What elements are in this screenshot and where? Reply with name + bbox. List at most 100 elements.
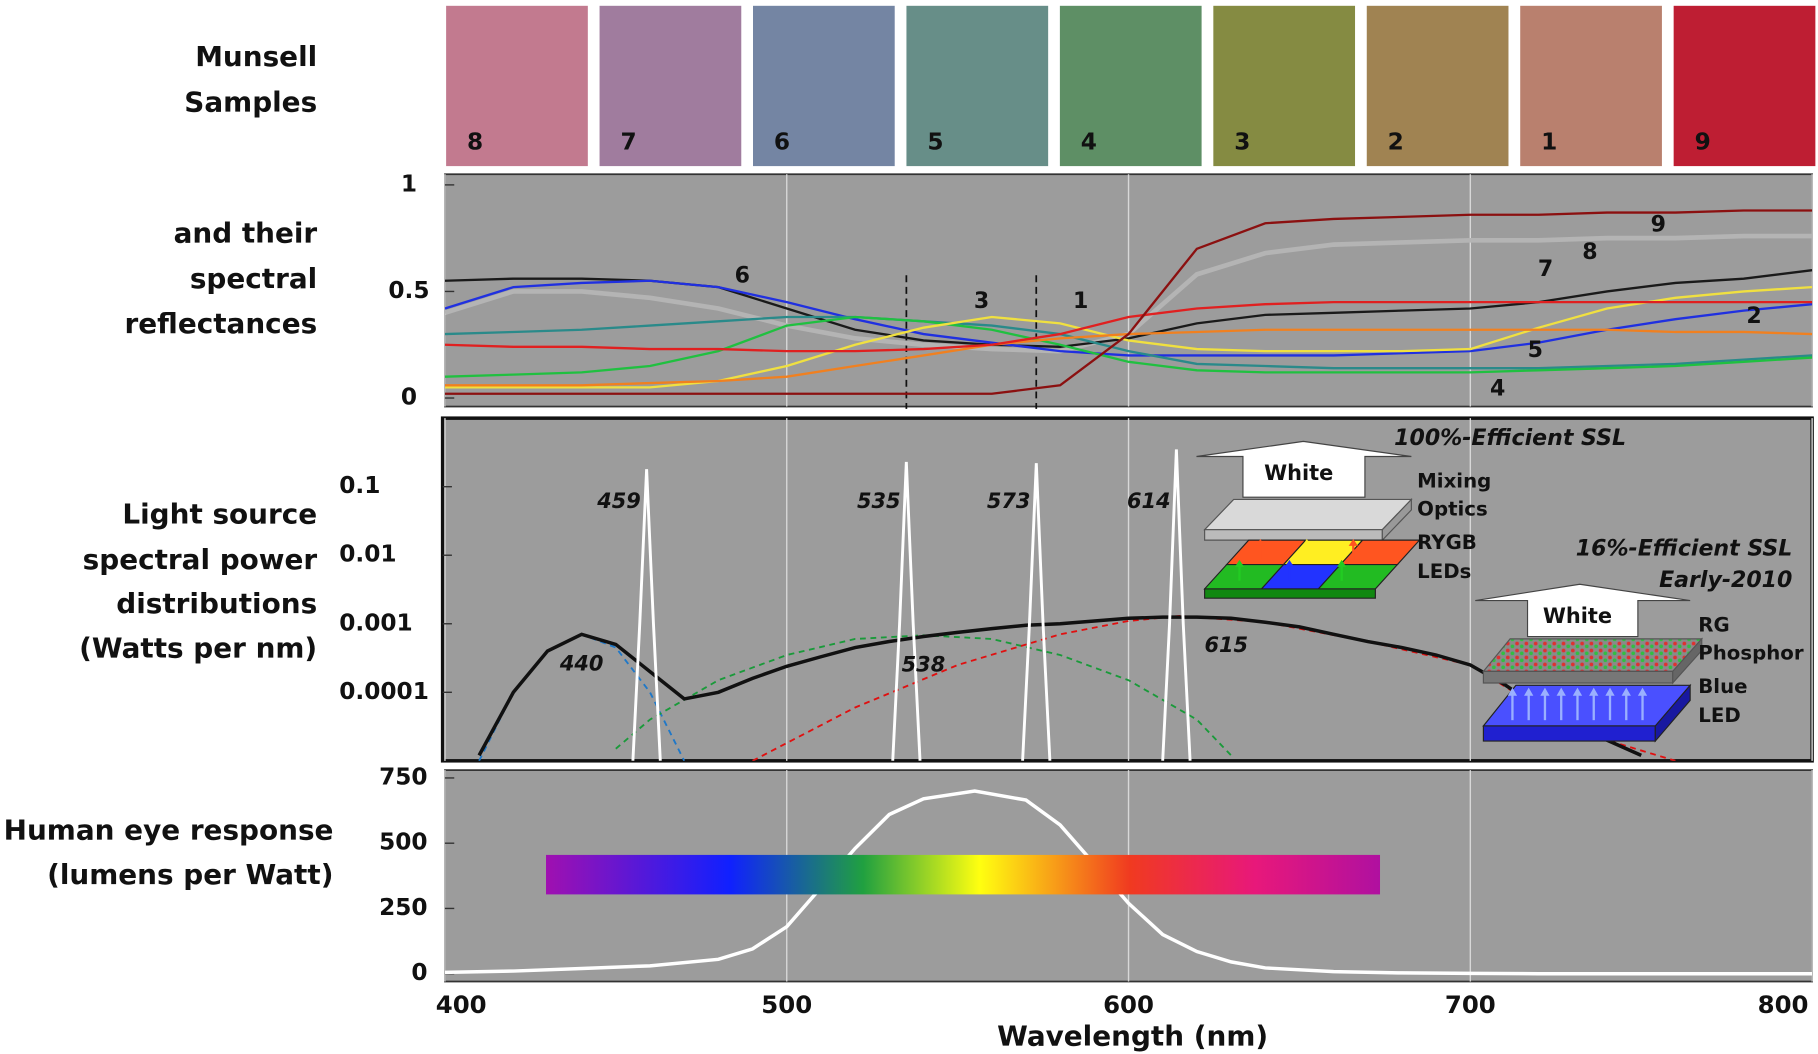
led-arrow-head bbox=[1337, 559, 1347, 567]
x-tick-label: 800 bbox=[1758, 990, 1809, 1019]
diagram-label: 100%-Efficient SSL bbox=[1394, 426, 1626, 451]
diagram-label: LEDs bbox=[1417, 560, 1471, 583]
blue-led-arrow-head bbox=[1605, 687, 1615, 696]
blue-led-arrow-head bbox=[1524, 687, 1534, 696]
spd-line bbox=[1021, 463, 1052, 761]
swatch-label: 5 bbox=[927, 128, 943, 155]
peak-label: 459 bbox=[596, 489, 641, 513]
blue-led-side bbox=[1654, 683, 1691, 743]
blue-led-arrow-head bbox=[1556, 687, 1566, 696]
panel-label: (Watts per nm) bbox=[79, 631, 317, 664]
y-tick-label: 750 bbox=[379, 763, 427, 790]
y-tick-label: 0.01 bbox=[339, 541, 396, 568]
white-arrow bbox=[1475, 583, 1691, 638]
munsell-swatch bbox=[1213, 5, 1356, 167]
curve-label: 8 bbox=[1582, 240, 1597, 265]
panel-label: spectral bbox=[190, 262, 317, 295]
peak-label: 538 bbox=[902, 652, 946, 676]
y-tick-label: 0.001 bbox=[339, 609, 412, 636]
y-tick-label: 500 bbox=[379, 829, 427, 856]
panel-label: and their bbox=[174, 217, 318, 250]
swatch-label: 4 bbox=[1081, 128, 1097, 155]
diagram-label: Optics bbox=[1417, 497, 1488, 520]
swatch-label: 2 bbox=[1388, 128, 1404, 155]
curve-label: 6 bbox=[735, 264, 750, 289]
reflectance-line bbox=[444, 315, 1813, 378]
diagram-label: Mixing bbox=[1417, 470, 1491, 493]
diagram-label: Blue bbox=[1698, 675, 1747, 698]
led-arrow-head bbox=[1302, 538, 1312, 546]
eye-response-line bbox=[444, 789, 1813, 976]
munsell-swatch bbox=[1520, 5, 1662, 167]
led-arrow-head bbox=[1234, 559, 1245, 567]
y-tick-label: 0.1 bbox=[339, 472, 380, 499]
mixing-optics bbox=[1203, 498, 1413, 531]
curve-label: 4 bbox=[1490, 376, 1505, 401]
peak-label: 535 bbox=[857, 489, 901, 513]
peak-label: 573 bbox=[987, 489, 1031, 513]
x-tick-label: 700 bbox=[1445, 990, 1496, 1019]
blue-led-arrow-head bbox=[1589, 687, 1599, 696]
swatch-label: 6 bbox=[774, 128, 790, 155]
diagram-label: LED bbox=[1698, 704, 1740, 727]
diagram-label: White bbox=[1264, 461, 1333, 485]
swatch-label: 8 bbox=[467, 128, 483, 155]
curve-label: 7 bbox=[1538, 257, 1553, 282]
white-arrow bbox=[1196, 440, 1412, 498]
peak-label: 440 bbox=[559, 652, 604, 676]
spd-line bbox=[631, 469, 662, 761]
y-tick-label: 0 bbox=[411, 959, 427, 986]
munsell-swatch bbox=[906, 5, 1049, 167]
panel-label: Light source bbox=[122, 498, 317, 531]
blue-led-arrow-head bbox=[1637, 687, 1648, 696]
curve-label: 3 bbox=[974, 289, 989, 314]
reflectance-line bbox=[444, 279, 1813, 357]
x-tick-label: 600 bbox=[1103, 990, 1154, 1019]
munsell-swatch bbox=[1059, 5, 1202, 167]
y-tick-label: 250 bbox=[379, 894, 427, 921]
led-arrow-head bbox=[1348, 538, 1358, 546]
curve-label: 9 bbox=[1651, 212, 1666, 237]
swatch-label: 3 bbox=[1234, 128, 1250, 155]
spectrum-bar bbox=[546, 854, 1381, 895]
panel-label: Munsell bbox=[195, 40, 317, 73]
curve-label: 1 bbox=[1073, 289, 1088, 314]
curve-label: 2 bbox=[1746, 304, 1761, 329]
munsell-swatch bbox=[446, 5, 588, 167]
munsell-swatch bbox=[1673, 5, 1816, 167]
panel-label: Human eye response bbox=[4, 814, 334, 847]
y-tick-label: 0 bbox=[401, 384, 417, 411]
blue-led-front bbox=[1482, 725, 1656, 742]
swatch-label: 7 bbox=[620, 128, 636, 155]
panel-label: distributions bbox=[116, 587, 317, 620]
x-tick-label: 400 bbox=[436, 990, 487, 1019]
diagram-label: Early-2010 bbox=[1659, 568, 1792, 593]
phosphor-layer bbox=[1482, 638, 1704, 672]
panel-label: reflectances bbox=[125, 307, 318, 340]
led-arrow-head bbox=[1255, 538, 1266, 546]
phosphor-front bbox=[1482, 670, 1674, 684]
y-tick-label: 0.5 bbox=[388, 277, 429, 304]
x-tick-label: 500 bbox=[761, 990, 812, 1019]
led-arrow-head bbox=[1284, 559, 1295, 567]
reflectance-line bbox=[444, 285, 1813, 389]
munsell-swatch bbox=[1366, 5, 1509, 167]
diagram-label: 16%-Efficient SSL bbox=[1576, 536, 1793, 561]
reflectance-line bbox=[444, 209, 1813, 395]
spd-line bbox=[891, 461, 922, 761]
diagram-label: White bbox=[1543, 604, 1612, 628]
diagram-label: RG bbox=[1698, 614, 1729, 637]
spd-line bbox=[477, 615, 1642, 757]
munsell-swatch bbox=[753, 5, 895, 167]
blue-led-arrow-head bbox=[1540, 687, 1550, 696]
blue-led-arrow-head bbox=[1572, 687, 1583, 696]
curve-label: 5 bbox=[1528, 338, 1543, 363]
munsell-swatch bbox=[599, 5, 742, 167]
phosphor-side bbox=[1672, 637, 1703, 685]
swatch-label: 1 bbox=[1541, 128, 1557, 155]
ssl-diagrams: 100%-Efficient SSL White Mixing Optics RYGB L… bbox=[1196, 426, 1804, 743]
reflectance-line bbox=[444, 315, 1813, 370]
peak-label: 614 bbox=[1127, 489, 1171, 513]
